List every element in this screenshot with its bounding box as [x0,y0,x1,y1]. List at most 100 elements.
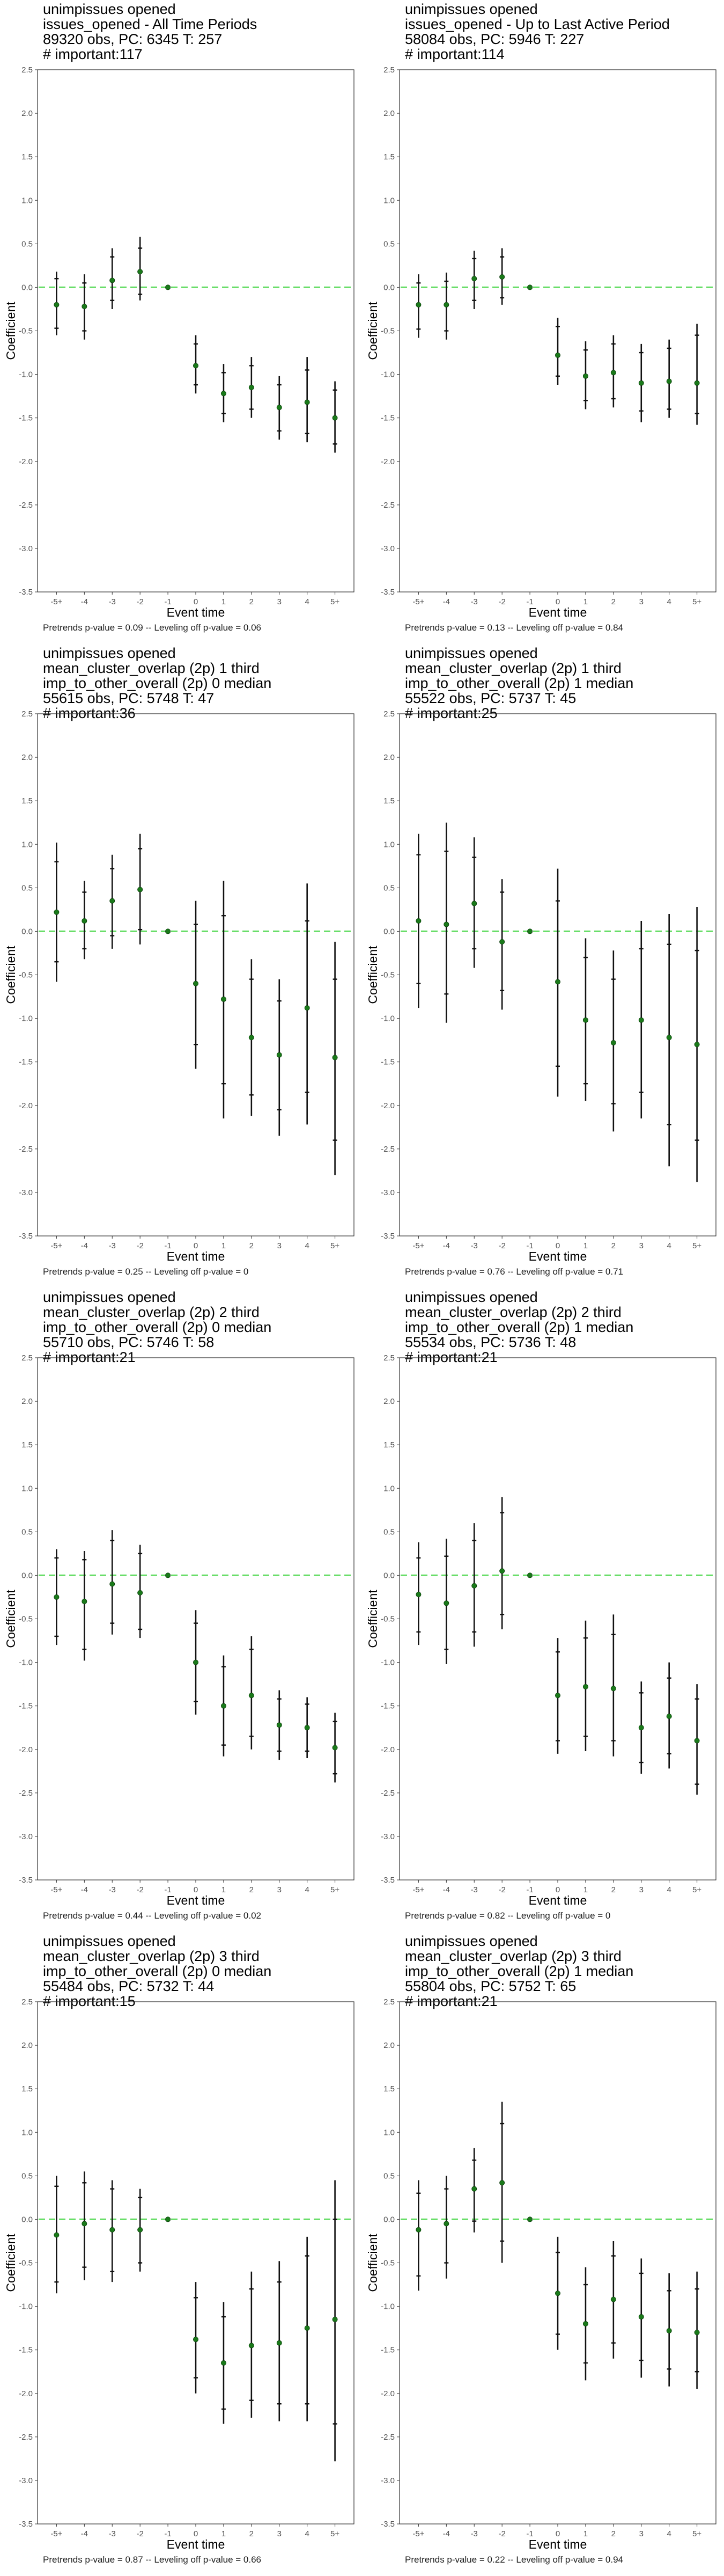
x-tick-label: 3 [639,1885,644,1894]
coefficient-point [276,1052,282,1058]
x-tick-label: 2 [249,2529,254,2538]
coefficient-point [248,1693,254,1699]
y-tick-label: 1.5 [383,152,395,162]
x-tick-label: -4 [81,597,88,606]
coefficient-point [471,276,477,282]
coefficient-point [193,980,198,986]
x-tick-label: 5+ [692,597,701,606]
y-tick-label: -2.5 [19,2433,33,2442]
coefficient-point [109,898,115,904]
y-axis-label: Coefficient [4,1590,18,1648]
y-tick-label: -2.5 [381,1789,395,1798]
x-tick-label: 3 [277,1241,282,1250]
chart-svg: 2.5 2.0 1.5 1.0 0.5 0.0 -0.5 -1.0 -1.5 -2.0 -2.5 -3… [4,1997,354,2549]
x-tick-label: 5+ [330,1885,339,1894]
chart-title-line: unimpissues opened [405,645,538,661]
y-tick-label: -2.5 [381,1145,395,1154]
y-tick-label: -3.5 [381,2520,395,2529]
chart-title-line: # important:36 [43,705,136,721]
x-tick-label: 3 [639,1241,644,1250]
y-tick-label: 2.5 [21,1353,33,1363]
x-axis-label: Event time [529,1893,587,1905]
y-tick-label: 2.0 [383,109,395,118]
x-tick-label: 0 [556,2529,560,2538]
y-tick-label: -1.0 [19,1014,33,1023]
coefficient-point [444,1600,449,1606]
coefficient-point [193,1659,198,1665]
coefficient-point [694,2330,700,2336]
y-tick-label: 0.0 [383,283,395,292]
y-tick-label: 1.0 [21,196,33,205]
y-tick-label: 1.5 [21,796,33,806]
coefficient-point [610,370,616,376]
coefficient-point [582,2321,588,2327]
x-tick-label: 2 [611,2529,616,2538]
y-tick-label: 0.5 [21,2171,33,2180]
x-tick-label: -3 [109,597,116,606]
x-tick-label: -3 [109,1885,116,1894]
pvalue-footnote: Pretrends p-value = 0.76 -- Leveling off… [405,1267,623,1277]
chart-title-line: # important:21 [405,1349,498,1365]
pvalue-footnote: Pretrends p-value = 0.13 -- Leveling off… [405,623,623,633]
x-tick-label: -4 [81,1885,88,1894]
x-tick-label: -4 [443,1241,450,1250]
y-tick-label: 0.5 [383,2171,395,2180]
chart-svg: 2.5 2.0 1.5 1.0 0.5 0.0 -0.5 -1.0 -1.5 -2.0 -2.5 -3… [4,1353,354,1905]
coefficient-point [54,302,60,308]
x-tick-label: -4 [81,1241,88,1250]
coefficient-point [527,2216,533,2222]
y-tick-label: 1.0 [383,1484,395,1493]
y-tick-label: 2.0 [21,1397,33,1406]
chart-title-line: unimpissues opened [43,645,176,661]
x-tick-label: 5+ [692,1241,701,1250]
y-tick-label: -0.5 [381,2259,395,2268]
y-tick-label: 2.0 [383,2041,395,2050]
coefficient-point [54,1594,60,1600]
chart-title-line: 55615 obs, PC: 5748 T: 47 [43,690,215,706]
y-tick-label: 2.0 [21,2041,33,2050]
coefficient-point [276,405,282,411]
coefficient-point [109,277,115,283]
y-tick-label: -0.5 [381,971,395,980]
y-tick-label: 0.0 [383,1571,395,1580]
coefficient-point [666,378,672,384]
coefficient-point [54,909,60,915]
y-tick-label: -1.0 [381,1014,395,1023]
x-tick-label: 5+ [692,2529,701,2538]
x-tick-label: 0 [194,2529,198,2538]
y-tick-label: -1.5 [19,1058,33,1067]
y-tick-label: -3.0 [381,2476,395,2485]
coefficient-point [471,901,477,906]
y-tick-label: 2.5 [21,709,33,719]
coefficient-point [610,1686,616,1692]
y-tick-label: -0.5 [19,327,33,336]
chart-title-line: 55484 obs, PC: 5732 T: 44 [43,1978,215,1994]
x-tick-label: 1 [583,1885,588,1894]
x-tick-label: -3 [471,1885,478,1894]
chart-title-line: mean_cluster_overlap (2p) 2 third [43,1304,260,1320]
chart-title-line: imp_to_other_overall (2p) 1 median [405,1319,634,1335]
y-tick-label: -1.0 [19,1658,33,1667]
x-tick-label: -2 [136,597,143,606]
y-tick-label: -1.5 [381,1702,395,1711]
coefficient-point [610,1040,616,1045]
x-tick-label: -4 [443,2529,450,2538]
x-tick-label: -1 [526,1885,533,1894]
y-tick-label: -1.0 [19,370,33,379]
x-tick-label: -1 [526,2529,533,2538]
coefficient-point [444,302,449,308]
x-tick-label: -2 [136,2529,143,2538]
chart-title-line: 55534 obs, PC: 5736 T: 48 [405,1334,577,1350]
y-tick-label: -2.5 [381,501,395,510]
x-tick-label: 1 [221,2529,226,2538]
chart-title-line: # important:21 [43,1349,136,1365]
x-tick-label: -5+ [412,597,424,606]
y-tick-label: -3.5 [19,1232,33,1241]
chart-title-line: imp_to_other_overall (2p) 0 median [43,1319,272,1335]
y-tick-label: -3.5 [381,588,395,597]
y-tick-label: 0.0 [21,1571,33,1580]
pvalue-footnote: Pretrends p-value = 0.44 -- Leveling off… [43,1911,261,1921]
coefficient-point [499,1568,505,1574]
x-tick-label: 2 [249,1885,254,1894]
